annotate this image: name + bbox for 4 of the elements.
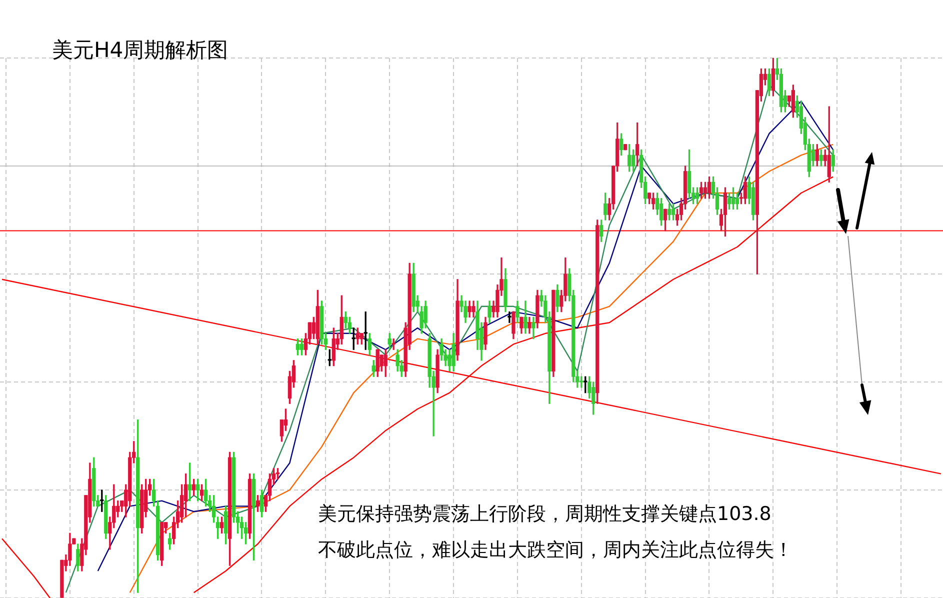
- annotation: 美元保持强势震荡上行阶段，周期性支撑关键点103.8: [318, 502, 772, 527]
- candlestick: [624, 144, 628, 150]
- annotation: 不破此点位，难以走出大跌空间，周内关注此点位得失！: [318, 538, 793, 563]
- chart-title: 美元H4周期解析图: [52, 37, 228, 64]
